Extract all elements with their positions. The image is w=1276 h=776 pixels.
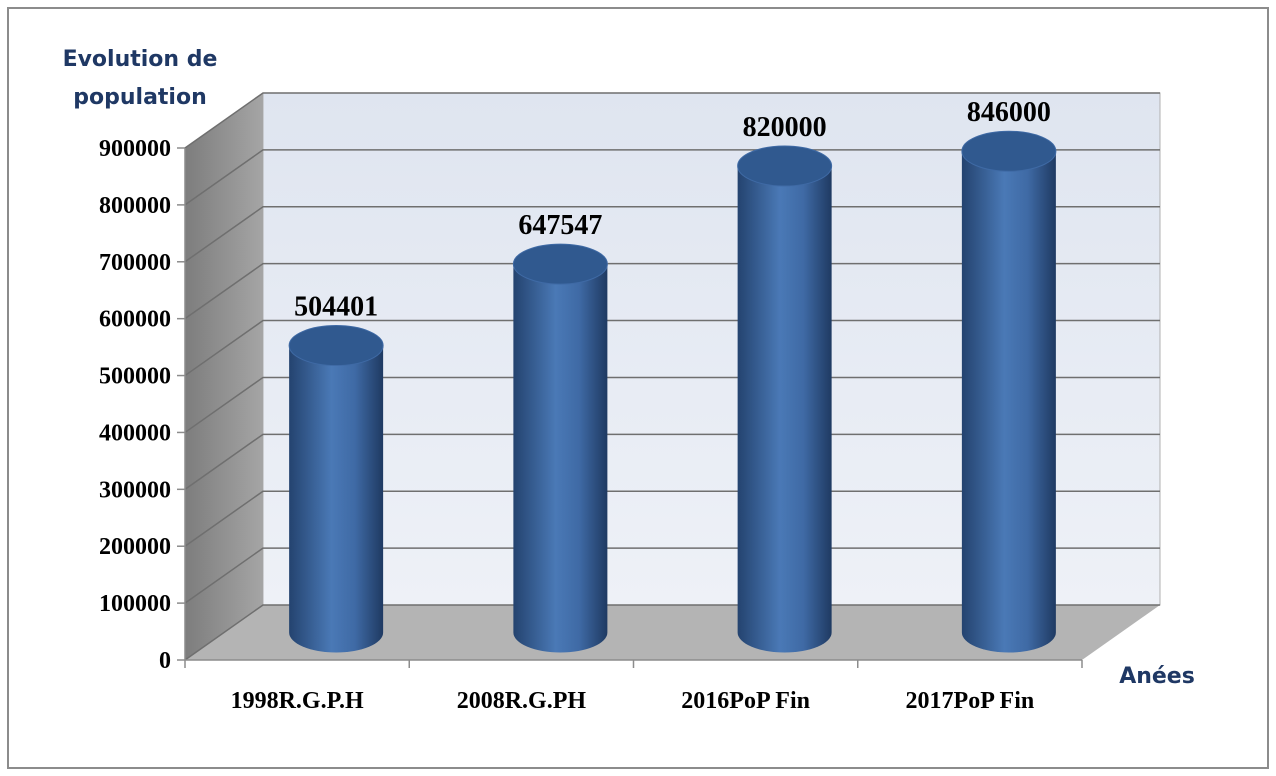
- data-label: 820000: [743, 112, 827, 143]
- x-tick-label: 2008R.G.PH: [457, 688, 587, 714]
- grid-line: [184, 433, 1160, 490]
- bar-top: [737, 145, 833, 187]
- y-tick-label: 100000: [99, 591, 171, 617]
- grid-line: [184, 604, 1160, 661]
- y-tick-label: 700000: [99, 250, 171, 276]
- y-tick-label: 800000: [99, 193, 171, 219]
- side-wall: [185, 93, 263, 660]
- floor: [185, 605, 1160, 660]
- data-label: 504401: [294, 292, 378, 323]
- y-tick-label: 0: [159, 648, 171, 674]
- bar: [513, 264, 608, 653]
- data-label: 647547: [518, 210, 602, 241]
- y-tick-label: 900000: [99, 136, 171, 162]
- x-tick-label: 2016PoP Fin: [681, 688, 810, 714]
- bar: [289, 345, 384, 653]
- data-label: 846000: [967, 97, 1051, 128]
- y-tick-label: 500000: [99, 364, 171, 390]
- grid-line: [184, 547, 1160, 604]
- grid-line: [184, 262, 1160, 320]
- grid-line: [184, 376, 1160, 434]
- grid-line: [184, 319, 1160, 377]
- x-tick-label: 2017PoP Fin: [906, 688, 1035, 714]
- y-tick-label: 400000: [99, 420, 171, 446]
- x-axis-title: Anées: [1119, 664, 1195, 689]
- y-tick-label: 200000: [99, 534, 171, 560]
- grid-line: [184, 490, 1160, 547]
- y-tick-label: 600000: [99, 307, 171, 333]
- bar-top: [512, 243, 608, 285]
- y-axis-title: Evolution de: [63, 47, 218, 72]
- grid-line: [184, 149, 1160, 206]
- grid-line: [184, 92, 1160, 149]
- grid-line: [184, 206, 1160, 263]
- bar: [737, 166, 832, 653]
- bar-top: [288, 325, 384, 367]
- y-axis-title: population: [73, 85, 207, 110]
- y-tick-label: 300000: [99, 477, 171, 503]
- bar: [961, 151, 1056, 653]
- x-tick-label: 1998R.G.P.H: [231, 688, 364, 714]
- bar-top: [961, 130, 1057, 172]
